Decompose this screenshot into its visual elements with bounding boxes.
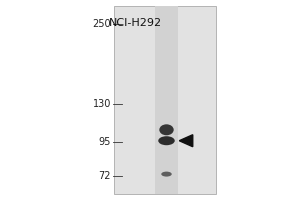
Ellipse shape — [159, 124, 174, 135]
Text: 130: 130 — [93, 99, 111, 109]
Ellipse shape — [161, 172, 172, 177]
Text: 95: 95 — [99, 137, 111, 147]
Polygon shape — [179, 135, 193, 147]
Text: 72: 72 — [98, 171, 111, 181]
Bar — [155, 6, 178, 194]
Text: NCI-H292: NCI-H292 — [108, 18, 162, 28]
Ellipse shape — [158, 136, 175, 145]
Text: 250: 250 — [92, 19, 111, 29]
Bar — [114, 6, 216, 194]
